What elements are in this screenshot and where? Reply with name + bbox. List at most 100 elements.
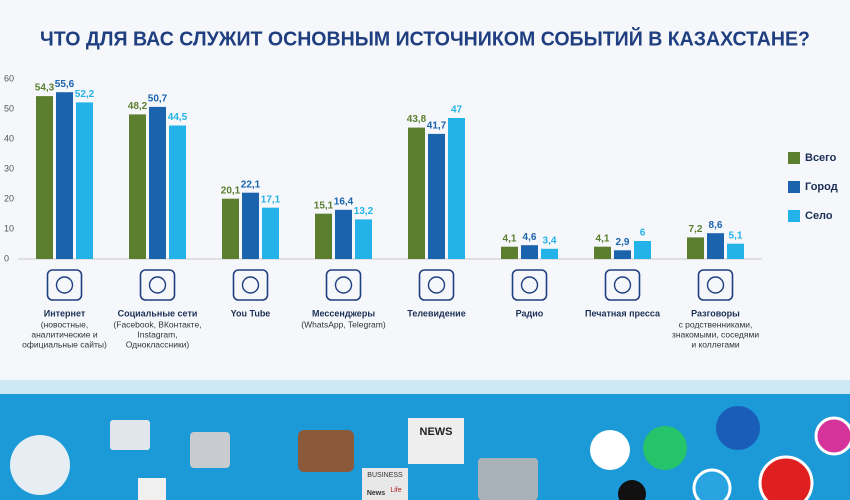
value-label: 7,2 xyxy=(689,224,703,235)
speech-bubble xyxy=(190,432,230,468)
value-label: 13,2 xyxy=(354,206,374,217)
icon xyxy=(148,276,167,294)
y-tick-label: 10 xyxy=(4,223,14,233)
legend-swatch xyxy=(788,210,800,222)
chart-title: ЧТО ДЛЯ ВАС СЛУЖИТ ОСНОВНЫМ ИСТОЧНИКОМ С… xyxy=(40,26,810,50)
legend-label: Село xyxy=(805,210,833,222)
icon xyxy=(604,269,641,301)
banner-text: NEWS xyxy=(420,426,453,438)
bar xyxy=(727,243,744,259)
value-label: 22,1 xyxy=(241,179,261,190)
bar xyxy=(501,246,518,259)
y-tick-label: 30 xyxy=(4,163,14,173)
bar xyxy=(242,192,259,259)
banner-stripe xyxy=(0,380,850,394)
icon xyxy=(706,276,725,294)
value-label: 20,1 xyxy=(221,185,241,196)
category-label: Радио xyxy=(516,308,544,318)
icon xyxy=(46,269,83,301)
legend-label: Город xyxy=(805,181,838,193)
icon xyxy=(325,269,362,301)
tv xyxy=(478,458,538,500)
bar xyxy=(687,237,704,259)
bar xyxy=(448,118,465,259)
value-label: 3,4 xyxy=(543,235,557,246)
icon xyxy=(241,276,260,294)
bar xyxy=(76,102,93,260)
radio xyxy=(298,430,354,472)
legend-swatch xyxy=(788,181,800,193)
icon xyxy=(418,269,455,301)
bar xyxy=(541,248,558,259)
bar xyxy=(315,213,332,259)
category-note: знакомыми, соседями xyxy=(672,329,759,339)
social-youtube xyxy=(758,455,814,500)
envelope xyxy=(138,478,166,500)
category-label: Интернет xyxy=(44,308,86,318)
bar xyxy=(129,114,146,260)
bar xyxy=(335,209,352,259)
value-label: 54,3 xyxy=(35,83,55,94)
bar xyxy=(521,245,538,259)
legend-swatch xyxy=(788,152,800,164)
y-tick-label: 0 xyxy=(4,253,9,263)
value-label: 47 xyxy=(451,105,463,116)
bar xyxy=(594,246,611,259)
social-tiktok xyxy=(618,480,646,500)
social-x xyxy=(590,430,630,470)
value-label: 6 xyxy=(640,228,646,239)
value-label: 15,1 xyxy=(314,200,334,211)
banner: NEWS BUSINESS News Life xyxy=(0,380,850,500)
bar xyxy=(408,127,425,259)
bar xyxy=(614,250,631,259)
social-facebook xyxy=(716,406,760,450)
category-note: с родственниками, xyxy=(679,319,753,329)
value-label: 41,7 xyxy=(427,121,447,132)
value-label: 4,1 xyxy=(596,233,610,244)
newspaper xyxy=(408,418,464,464)
category-note: официальные сайты) xyxy=(22,339,107,349)
category-label: Социальные сети xyxy=(118,308,198,318)
social-instagram xyxy=(814,416,850,456)
bar xyxy=(56,92,73,259)
y-tick-label: 50 xyxy=(4,103,14,113)
y-tick-label: 60 xyxy=(4,73,14,83)
value-label: 5,1 xyxy=(729,230,743,241)
category-note: (Facebook, ВКонтакте, xyxy=(113,319,201,329)
monitor xyxy=(110,420,150,450)
icon xyxy=(520,276,539,294)
bar xyxy=(355,219,372,259)
value-label: 8,6 xyxy=(709,220,723,231)
value-label: 17,1 xyxy=(261,194,281,205)
bar xyxy=(149,106,166,260)
social-telegram xyxy=(692,468,732,500)
bar xyxy=(428,133,445,259)
category-label: You Tube xyxy=(231,308,271,318)
category-label: Разговоры xyxy=(691,308,740,318)
category-label: Печатная пресса xyxy=(585,308,661,318)
icon xyxy=(55,276,74,294)
banner-text: BUSINESS xyxy=(367,472,403,479)
category-label: Мессенджеры xyxy=(312,308,375,318)
newspaper-2 xyxy=(362,468,408,500)
bar xyxy=(262,207,279,259)
icon xyxy=(511,269,548,301)
icon xyxy=(613,276,632,294)
icon xyxy=(334,276,353,294)
bar xyxy=(707,233,724,259)
icon xyxy=(697,269,734,301)
icon xyxy=(427,276,446,294)
category-note: (WhatsApp, Telegram) xyxy=(301,319,386,329)
value-label: 4,1 xyxy=(503,233,517,244)
value-label: 52,2 xyxy=(75,89,95,100)
bar xyxy=(169,125,186,259)
globe xyxy=(10,435,70,495)
category-note: аналитические и xyxy=(31,329,97,339)
bar xyxy=(222,198,239,259)
value-label: 43,8 xyxy=(407,114,427,125)
category-note: и коллегами xyxy=(691,339,740,349)
value-label: 4,6 xyxy=(523,232,537,243)
social-whatsapp xyxy=(643,426,687,470)
value-label: 16,4 xyxy=(334,196,354,207)
